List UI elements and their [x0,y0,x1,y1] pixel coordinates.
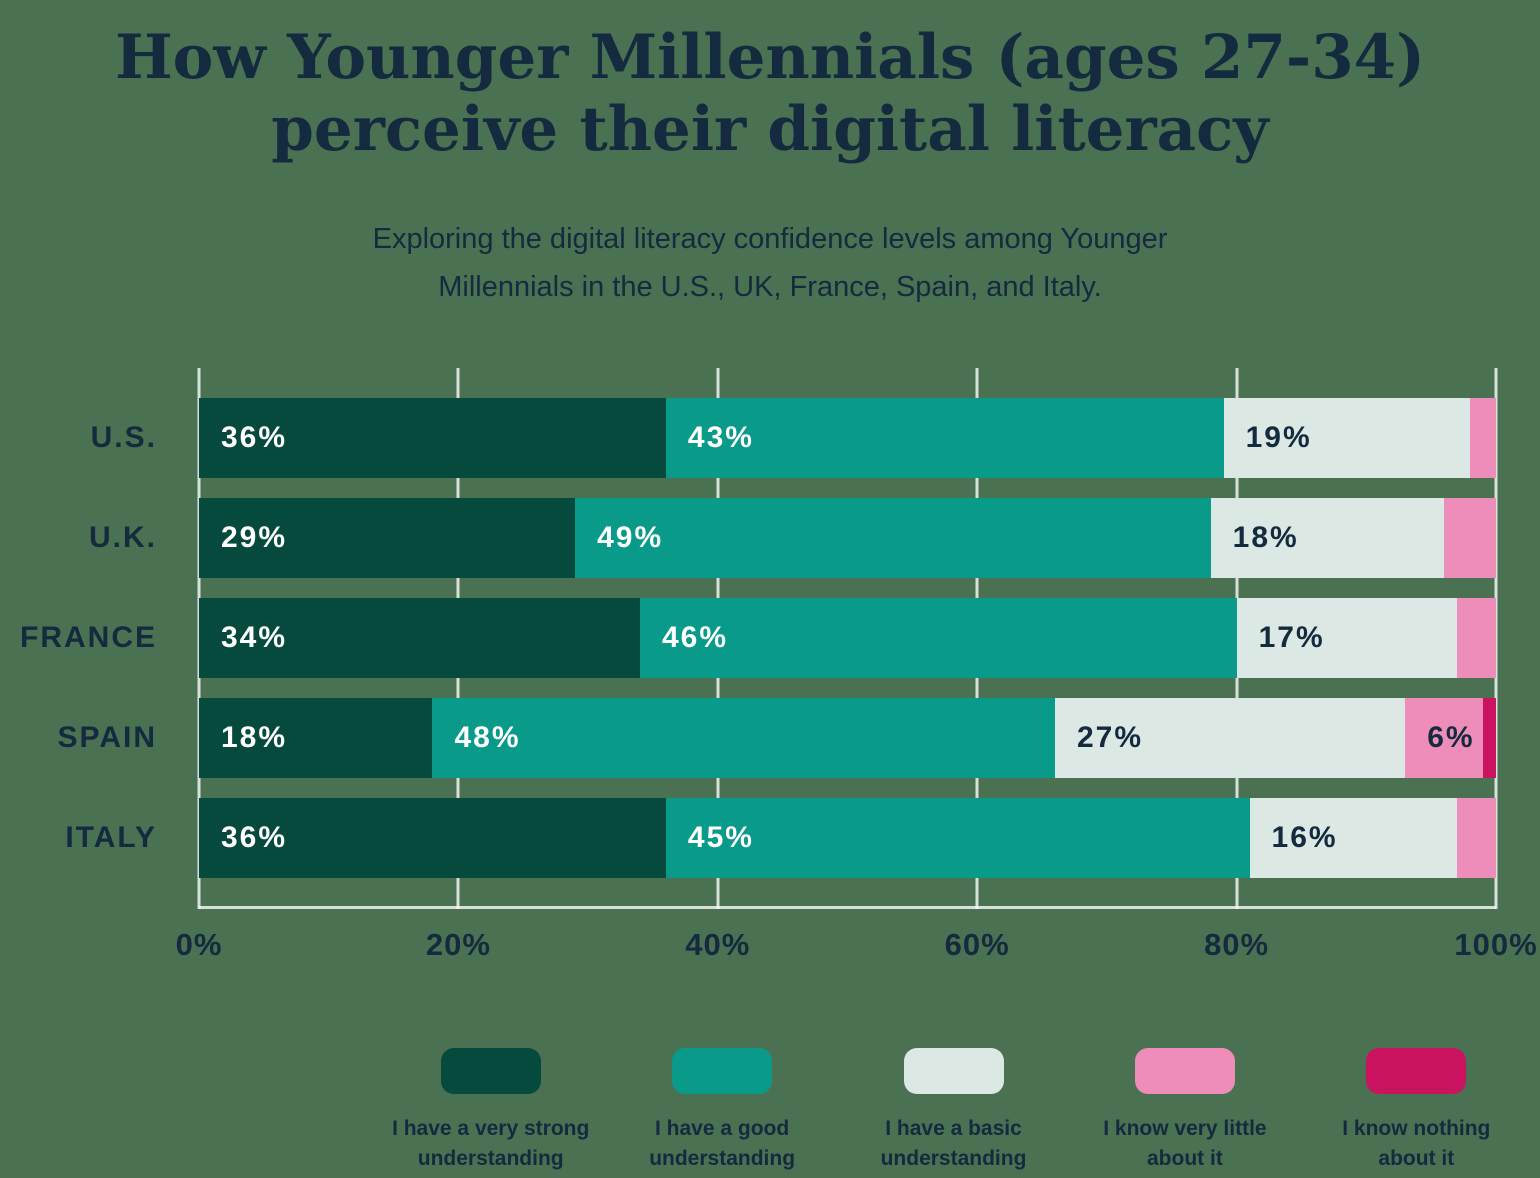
x-tick-label: 100% [1454,927,1538,962]
chart-title: How Younger Millennials (ages 27-34) per… [0,22,1540,166]
bar-segment [1457,798,1496,878]
bar-segment [1444,498,1496,578]
chart-subtitle-line-2: Millennials in the U.S., UK, France, Spa… [438,270,1102,303]
segment-value-label: 16% [1271,821,1338,854]
bar-row: U.K. 29% 49% 18% [89,488,1496,588]
legend-item: I have a basic understanding [838,1048,1069,1175]
category-label: U.S. [90,421,157,454]
bar-segment: 43% [665,398,1224,478]
bar-segment: 48% [432,698,1055,778]
bar-segment: 45% [665,798,1250,878]
legend-label: I have a good understanding [649,1117,796,1171]
x-tick-label: 40% [685,927,751,962]
segment-value-label: 27% [1077,721,1144,754]
segment-value-label: 34% [221,621,288,654]
segment-value-label: 18% [1232,521,1299,554]
bar-segment: 36% [199,798,666,878]
x-axis-line [199,906,1496,909]
bar-segment: 19% [1223,398,1471,478]
legend: I have a very strong understanding I have … [375,1048,1532,1175]
segment-value-label: 48% [454,721,521,754]
legend-swatch [672,1048,773,1094]
bar-row: ITALY 36% 45% 16% [65,788,1496,888]
bar-segment: 6% [1405,698,1483,778]
category-label: U.K. [89,521,157,554]
segment-value-label: 19% [1245,421,1312,454]
gridline-vertical [1494,368,1498,909]
bar-segment [1483,698,1496,778]
legend-label: I have a very strong understanding [392,1117,590,1171]
category-label: ITALY [65,821,157,854]
category-label: SPAIN [57,721,157,754]
segment-value-label: 36% [221,421,288,454]
legend-swatch [440,1048,541,1094]
bar-segment: 18% [199,698,433,778]
bar-segment [1470,398,1496,478]
stacked-bar: 36% 45% 16% [199,798,1496,878]
bar-row: FRANCE 34% 46% 17% [20,588,1496,688]
x-axis-ticks: 0% 20% 40% 60% 80% 100% [176,927,1537,967]
segment-value-label: 43% [687,421,754,454]
legend-item: I know nothing about it [1301,1048,1532,1175]
legend-swatch [903,1048,1004,1094]
legend-label: I have a basic understanding [880,1117,1027,1171]
chart-subtitle: Exploring the digital literacy confidenc… [0,216,1540,312]
stacked-bar: 34% 46% 17% [199,598,1496,678]
bar-segment: 46% [639,598,1237,678]
chart-title-line-2: perceive their digital literacy [271,93,1269,165]
bar-segment: 17% [1236,598,1458,678]
chart-subtitle-line-1: Exploring the digital literacy confidenc… [372,223,1168,255]
bar-row: SPAIN 18% 48% 27% 6% [58,688,1496,788]
legend-item: I have a good understanding [606,1048,837,1175]
category-label: FRANCE [20,621,157,654]
legend-label: I know very little about it [1103,1117,1267,1171]
segment-value-label: 17% [1258,621,1325,654]
legend-label: I know nothing about it [1342,1117,1491,1171]
stacked-bar: 18% 48% 27% 6% [199,698,1496,778]
bar-segment: 27% [1055,698,1406,778]
bar-rows: U.S. 36% 43% 19% U.K. 29% 49% 18% FRANCE 34% 46% 17… [20,388,1496,888]
segment-value-label: 18% [221,721,288,754]
x-tick-label: 0% [175,927,223,962]
bar-segment: 36% [199,398,666,478]
segment-value-label: 36% [221,821,288,854]
segment-value-label: 45% [687,821,754,854]
legend-item: I know very little about it [1069,1048,1300,1175]
bar-row: U.S. 36% 43% 19% [91,388,1496,488]
legend-item: I have a very strong understanding [375,1048,606,1175]
bar-segment: 18% [1210,498,1445,578]
plot: U.S. 36% 43% 19% U.K. 29% 49% 18% FRANCE 34% 46% 17… [20,368,1537,962]
segment-value-label: 6% [1427,721,1475,754]
stacked-bar: 29% 49% 18% [199,498,1496,578]
stacked-bar: 36% 43% 19% [199,398,1496,478]
x-tick-label: 80% [1204,927,1270,962]
bar-segment: 34% [199,598,640,678]
legend-swatch [1366,1048,1467,1094]
segment-value-label: 29% [221,521,288,554]
bar-segment: 29% [199,498,576,578]
x-tick-label: 60% [944,927,1010,962]
bar-segment [1457,598,1496,678]
bar-segment: 49% [575,498,1211,578]
segment-value-label: 46% [661,621,729,654]
chart-title-line-1: How Younger Millennials (ages 27-34) [115,22,1425,93]
segment-value-label: 49% [597,521,664,554]
x-tick-label: 20% [425,927,491,962]
bar-segment: 16% [1249,798,1458,878]
legend-swatch [1134,1048,1235,1094]
